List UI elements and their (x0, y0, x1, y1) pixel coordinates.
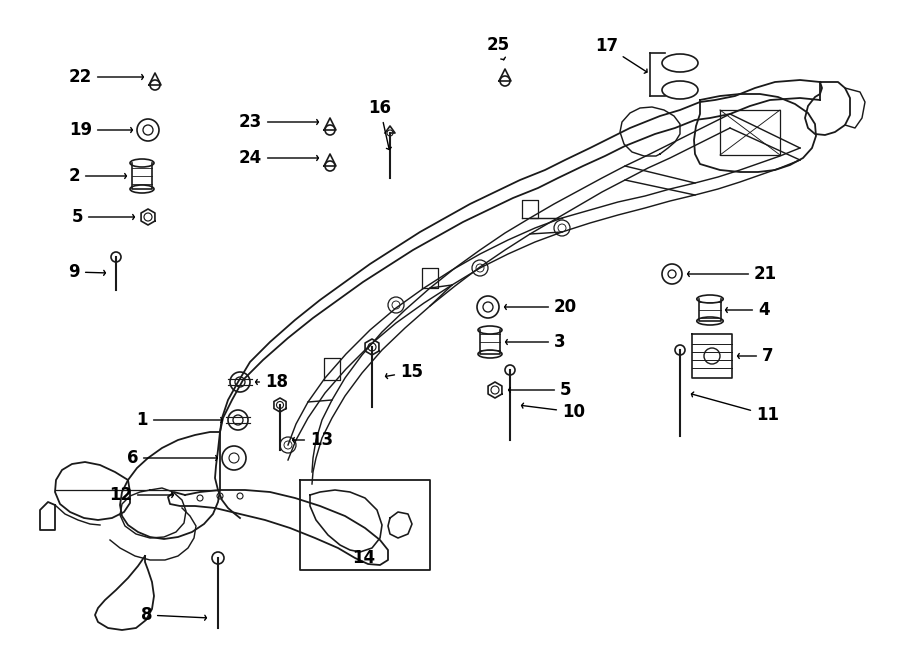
Text: 23: 23 (238, 113, 319, 131)
Text: 7: 7 (738, 347, 774, 365)
Text: 10: 10 (522, 403, 585, 421)
Text: 5: 5 (508, 381, 572, 399)
Text: 21: 21 (688, 265, 777, 283)
Text: 17: 17 (595, 37, 647, 73)
Text: 25: 25 (486, 36, 509, 60)
Text: 3: 3 (506, 333, 565, 351)
Text: 20: 20 (505, 298, 577, 316)
Text: 19: 19 (69, 121, 132, 139)
Text: 11: 11 (691, 392, 779, 424)
Text: 8: 8 (140, 606, 206, 624)
Text: 9: 9 (68, 263, 105, 281)
Text: 12: 12 (109, 486, 174, 504)
Text: 18: 18 (256, 373, 288, 391)
Text: 16: 16 (368, 99, 392, 150)
Text: 2: 2 (68, 167, 126, 185)
Text: 24: 24 (238, 149, 319, 167)
Text: 22: 22 (68, 68, 143, 86)
Text: 5: 5 (71, 208, 134, 226)
Text: 15: 15 (385, 363, 423, 381)
Text: 14: 14 (353, 549, 375, 567)
Text: 1: 1 (137, 411, 222, 429)
Text: 13: 13 (292, 431, 333, 449)
Text: 4: 4 (725, 301, 770, 319)
Text: 6: 6 (127, 449, 218, 467)
